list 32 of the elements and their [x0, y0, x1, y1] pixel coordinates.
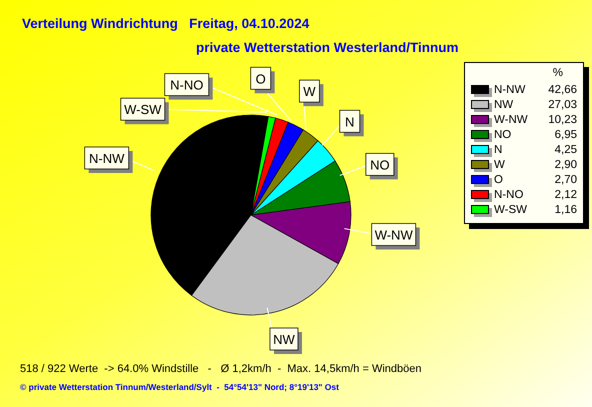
slice-label: W — [303, 84, 316, 100]
slice-label: O — [256, 71, 266, 86]
legend-label: NO — [494, 128, 512, 140]
slice-label: NW — [273, 332, 296, 348]
slice-label: NO — [370, 157, 390, 172]
data-label: 42,66 — [548, 84, 577, 96]
legend-label: N — [494, 144, 504, 156]
data-label: 4,25 — [554, 144, 577, 156]
data-label: 2,12 — [554, 188, 577, 200]
legend-title: % — [552, 67, 564, 79]
legend-label: W-SW — [494, 204, 528, 216]
text: © private Wetterstation Tinnum/Westerland/Sylt - 54°54'13" Nord; 8°19'13" Ost — [20, 382, 339, 392]
slice-label: N — [345, 114, 354, 130]
slice-label: N-NW — [88, 150, 126, 166]
data-label: 2,90 — [554, 158, 577, 170]
data-label: 1,16 — [554, 204, 577, 216]
data-label: 10,23 — [548, 114, 577, 126]
slice-label: W-NW — [374, 228, 414, 243]
chart-title: Verteilung Windrichtung Freitag, 04.10.2024 — [22, 16, 310, 31]
text: 518 / 922 Werte -> 64.0% Windstille - Ø 1,2km/h - Max. 14,5km/h = Windböen — [20, 363, 422, 375]
chart-subtitle: private Wetterstation Westerland/Tinnum — [196, 40, 459, 55]
legend-label: O — [494, 174, 504, 186]
legend-label: N-NW — [494, 84, 526, 96]
slice-label: W-SW — [124, 102, 162, 118]
data-label: 27,03 — [548, 98, 577, 110]
legend-label: W-NW — [494, 114, 529, 126]
legend-label: N-NO — [494, 188, 524, 200]
data-label: 2,70 — [554, 174, 577, 186]
data-label: 6,95 — [554, 128, 577, 140]
slice-label: N-NO — [170, 78, 204, 93]
legend-label: NW — [494, 98, 514, 110]
legend-label: W — [494, 158, 506, 170]
